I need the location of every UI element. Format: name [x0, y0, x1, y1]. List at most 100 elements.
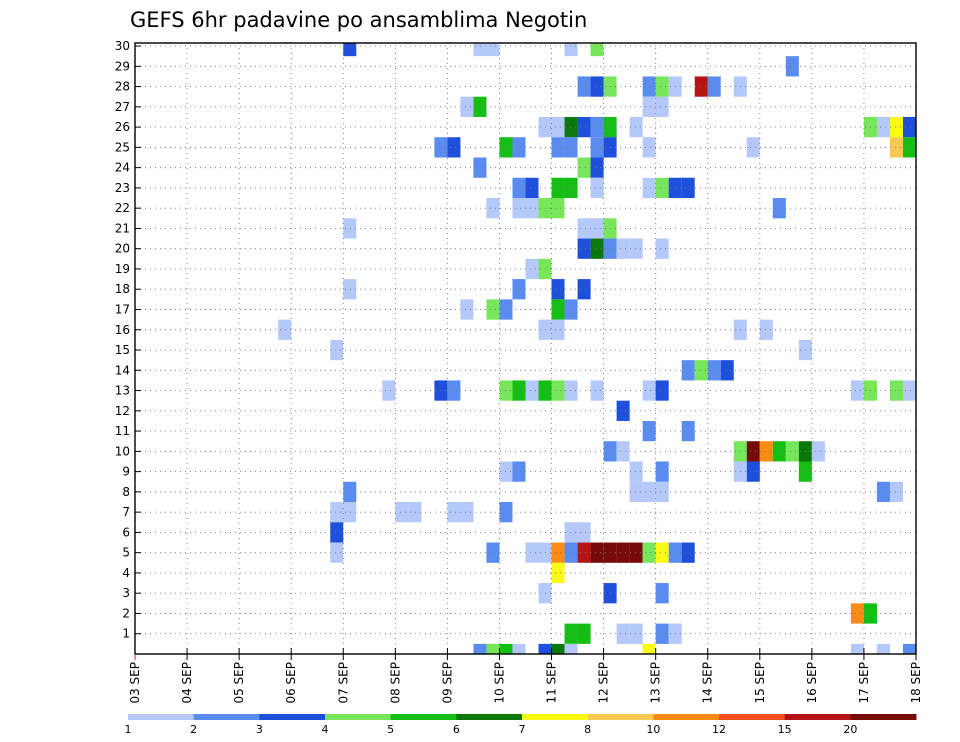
x-tick-label: 05 SEP: [232, 662, 246, 704]
x-tick-label: 06 SEP: [284, 662, 298, 704]
precip-cell: [564, 380, 578, 401]
y-tick-label: 11: [115, 424, 130, 438]
colorbar-label: 12: [712, 723, 726, 736]
y-tick-label: 20: [115, 242, 130, 256]
y-tick-label: 2: [122, 606, 130, 620]
precip-cell: [889, 481, 903, 503]
precip-cell: [486, 542, 500, 563]
precip-cell: [850, 380, 864, 401]
precip-cell: [512, 279, 526, 300]
y-tick-label: 4: [122, 566, 130, 580]
colorbar-swatch: [784, 714, 851, 720]
precip-cell: [499, 643, 513, 654]
x-tick-label: 18 SEP: [909, 662, 923, 704]
precip-cell: [772, 198, 786, 219]
precip-cell: [551, 562, 565, 584]
precip-cell: [577, 542, 591, 563]
x-tick-label: 08 SEP: [388, 662, 402, 704]
colorbar-swatch: [259, 714, 326, 720]
y-tick-label: 9: [122, 465, 130, 479]
precip-cell: [577, 238, 591, 259]
colorbar-swatch: [850, 714, 917, 720]
precip-cell: [577, 623, 591, 644]
precip-cell: [551, 643, 565, 654]
precip-cell: [512, 461, 526, 482]
precip-cell: [616, 623, 630, 644]
y-tick-label: 6: [122, 525, 130, 539]
y-tick-label: 12: [115, 404, 130, 418]
precip-cell: [642, 177, 656, 199]
precip-cell: [590, 238, 604, 259]
precip-cell: [512, 198, 526, 219]
precip-cell: [486, 198, 500, 219]
precip-cell: [642, 96, 656, 117]
precip-cell: [629, 542, 643, 563]
precip-cell: [577, 76, 591, 97]
precip-cell: [486, 643, 500, 654]
precip-cell: [850, 643, 864, 654]
y-tick-label: 8: [122, 485, 130, 499]
precip-cell: [655, 461, 669, 482]
precip-cell: [590, 116, 604, 138]
colorbar-swatch: [325, 714, 392, 720]
precip-cell: [564, 137, 578, 158]
precip-cell: [564, 177, 578, 199]
x-tick-label: 11 SEP: [545, 662, 559, 704]
precip-cell: [759, 319, 773, 340]
precip-cell: [707, 360, 721, 381]
grid-lines: [135, 43, 916, 654]
precip-cell: [525, 380, 539, 401]
precip-cell: [343, 43, 357, 57]
precip-cell: [343, 218, 357, 239]
precip-cells: [278, 43, 916, 654]
precip-cell: [564, 43, 578, 57]
x-axis: 03 SEP 04 SEP 05 SEP 06 SEP 07 SEP 08 SEP 09 S…: [128, 648, 923, 704]
y-tick-label: 29: [115, 59, 130, 73]
colorbar-swatch: [128, 714, 195, 720]
precip-cell: [473, 643, 487, 654]
precip-cell: [551, 279, 565, 300]
precip-cell: [278, 319, 292, 340]
precip-cell: [655, 583, 669, 604]
y-tick-label: 23: [115, 181, 130, 195]
precip-cell: [395, 502, 409, 523]
precip-cell: [551, 380, 565, 401]
precip-cell: [551, 299, 565, 320]
precip-cell: [681, 177, 695, 199]
y-tick-label: 25: [115, 140, 130, 154]
precip-cell: [746, 137, 760, 158]
precip-cell: [681, 420, 695, 442]
precip-cell: [616, 441, 630, 462]
precip-cell: [460, 96, 474, 117]
precip-cell: [629, 238, 643, 259]
precip-cell: [876, 643, 890, 654]
y-tick-label: 13: [115, 384, 130, 398]
colorbar-label: 8: [584, 723, 591, 736]
y-tick-label: 7: [122, 505, 130, 519]
colorbar-swatch: [456, 714, 523, 720]
x-tick-label: 07 SEP: [336, 662, 350, 704]
precip-cell: [473, 157, 487, 178]
precip-cell: [525, 198, 539, 219]
precip-cell: [590, 380, 604, 401]
precip-cell: [681, 360, 695, 381]
precip-cell: [512, 137, 526, 158]
precip-cell: [616, 542, 630, 563]
x-tick-label: 17 SEP: [857, 662, 871, 704]
precip-cell: [343, 481, 357, 503]
x-tick-label: 13 SEP: [649, 662, 663, 704]
y-tick-label: 17: [115, 302, 130, 316]
x-tick-label: 16 SEP: [805, 662, 819, 704]
precip-cell: [577, 522, 591, 543]
precip-cell: [642, 643, 656, 654]
precip-cell: [655, 623, 669, 644]
precip-cell: [655, 542, 669, 563]
precip-cell: [902, 643, 916, 654]
x-tick-label: 03 SEP: [128, 662, 142, 704]
precip-cell: [759, 441, 773, 462]
colorbar-label: 3: [256, 723, 263, 736]
precip-cell: [447, 137, 461, 158]
y-tick-label: 22: [115, 201, 130, 215]
precip-cell: [577, 157, 591, 178]
precip-cell: [642, 380, 656, 401]
